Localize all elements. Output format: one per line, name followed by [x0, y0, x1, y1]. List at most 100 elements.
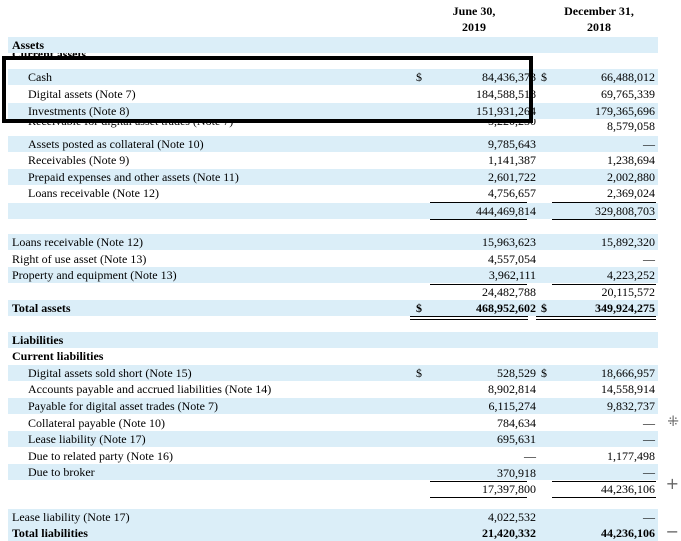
table-row: Digital assets sold short (Note 15) $ 52…	[8, 365, 658, 381]
value-2018: 179,365,696	[595, 104, 655, 118]
subtotal-underline	[430, 202, 527, 203]
value-2019: 4,557,054	[488, 252, 536, 266]
liabilities-heading: Liabilities	[12, 333, 64, 347]
column-header-dec-2018: December 31, 2018	[556, 3, 642, 35]
value-2018: 20,115,572	[601, 285, 655, 299]
column-header-june-2019: June 30, 2019	[444, 3, 504, 35]
subtotal-underline	[430, 284, 527, 285]
row-label: Investments (Note 8)	[28, 104, 130, 118]
table-row: Lease liability (Note 17) 4,022,532 —	[8, 509, 658, 525]
value-2019: 784,634	[497, 416, 536, 430]
subtotal-underline	[552, 219, 656, 220]
row-label: Receivables (Note 9)	[28, 153, 130, 167]
total-assets-row: Total assets $ 468,952,602 $ 349,924,275	[8, 300, 658, 316]
value-2019: 370,918	[497, 466, 536, 480]
value-2019: 184,588,518	[476, 87, 536, 101]
column-header-line2: 2018	[587, 20, 611, 34]
value-2018: —	[643, 510, 655, 524]
currency-symbol: $	[541, 301, 547, 315]
assets-heading-row: Assets	[8, 37, 658, 53]
value-2019: 151,931,264	[476, 104, 536, 118]
table-row: Collateral payable (Note 10) 784,634 —	[8, 415, 658, 431]
table-row: Property and equipment (Note 13) 3,962,1…	[8, 267, 658, 283]
row-label: Accounts payable and accrued liabilities…	[28, 382, 272, 396]
value-2018: 8,579,058	[607, 119, 655, 133]
row-label: Due to broker	[28, 465, 95, 479]
value-2018: 9,832,737	[607, 399, 655, 413]
row-label: Collateral payable (Note 10)	[28, 416, 165, 430]
table-row: Receivable for digital asset trades (Not…	[8, 119, 658, 133]
table-row: Receivables (Note 9) 1,141,387 1,238,694	[8, 152, 658, 168]
value-2018: —	[643, 416, 655, 430]
current-liabilities-total-row: 17,397,800 44,236,106	[8, 481, 658, 497]
current-liabilities-heading-row: Current liabilities	[8, 348, 658, 364]
value-2019: 84,436,373	[482, 70, 536, 84]
minus-icon[interactable]: −	[665, 522, 679, 541]
current-liabilities-heading: Current liabilities	[12, 349, 104, 363]
value-2018: —	[643, 465, 655, 479]
subtotal-underline	[430, 497, 527, 498]
value-2018: 66,488,012	[601, 70, 655, 84]
subtotal-underline	[552, 481, 656, 482]
column-header-line1: December 31,	[564, 4, 634, 18]
row-label: Lease liability (Note 17)	[28, 432, 146, 446]
row-label: Digital assets sold short (Note 15)	[28, 366, 192, 380]
value-2018: 4,223,252	[607, 268, 655, 282]
assets-heading: Assets	[12, 38, 44, 52]
value-2019: 2,601,722	[488, 170, 536, 184]
row-label: Total liabilities	[12, 526, 88, 540]
table-row: Prepaid expenses and other assets (Note …	[8, 169, 658, 185]
table-row: Right of use asset (Note 13) 4,557,054 —	[8, 251, 658, 267]
subtotal-underline	[430, 481, 527, 482]
move-icon[interactable]: ⁜	[667, 414, 679, 430]
value-2019: —	[524, 449, 536, 463]
table-row: Lease liability (Note 17) 695,631 —	[8, 431, 658, 447]
value-2018: 18,666,957	[601, 366, 655, 380]
row-label: Payable for digital asset trades (Note 7…	[28, 399, 218, 413]
subtotal-underline	[552, 202, 656, 203]
value-2018: 15,892,320	[601, 235, 655, 249]
column-header-line2: 2019	[462, 20, 486, 34]
value-2019: 528,529	[497, 366, 536, 380]
table-row: Investments (Note 8) 151,931,264 179,365…	[8, 103, 658, 119]
row-label: Right of use asset (Note 13)	[12, 252, 147, 266]
value-2019: 4,756,657	[488, 186, 536, 200]
subtotal-underline	[552, 284, 656, 285]
value-2019: 21,420,332	[482, 526, 536, 540]
value-2018: —	[643, 432, 655, 446]
value-2019: 444,469,814	[476, 204, 536, 218]
double-underline	[410, 316, 528, 320]
subtotal-underline	[430, 219, 527, 220]
value-2019: 1,141,387	[488, 153, 536, 167]
currency-symbol: $	[416, 366, 422, 380]
value-2018: 44,236,106	[601, 526, 655, 540]
subtotal-underline	[552, 497, 656, 498]
liabilities-heading-row: Liabilities	[8, 332, 658, 348]
row-label: Lease liability (Note 17)	[12, 510, 130, 524]
row-label: Cash	[28, 70, 52, 84]
row-label: Total assets	[12, 301, 71, 315]
row-label: Assets posted as collateral (Note 10)	[28, 137, 204, 151]
value-2018: 2,002,880	[607, 170, 655, 184]
currency-symbol: $	[541, 70, 547, 84]
value-2019: 8,902,814	[488, 382, 536, 396]
value-2019: 9,785,643	[488, 137, 536, 151]
row-label: Property and equipment (Note 13)	[12, 268, 177, 282]
double-underline	[536, 316, 656, 320]
column-header-line1: June 30,	[452, 4, 496, 18]
plus-icon[interactable]: +	[665, 474, 679, 493]
value-2018: —	[643, 137, 655, 151]
row-label: Loans receivable (Note 12)	[12, 235, 143, 249]
value-2018: 1,238,694	[607, 153, 655, 167]
row-label: Loans receivable (Note 12)	[28, 186, 159, 200]
table-row: Digital assets (Note 7) 184,588,518 69,7…	[8, 86, 658, 102]
value-2019: 15,963,623	[482, 235, 536, 249]
table-row: Due to related party (Note 16) — 1,177,4…	[8, 448, 658, 464]
value-2019: 17,397,800	[482, 482, 536, 496]
current-assets-total-row: 444,469,814 329,808,703	[8, 203, 658, 219]
value-2019: 3,962,111	[488, 268, 536, 282]
value-2019: 468,952,602	[476, 301, 536, 315]
currency-symbol: $	[416, 301, 422, 315]
row-label: Due to related party (Note 16)	[28, 449, 173, 463]
value-2018: 1,177,498	[607, 449, 655, 463]
